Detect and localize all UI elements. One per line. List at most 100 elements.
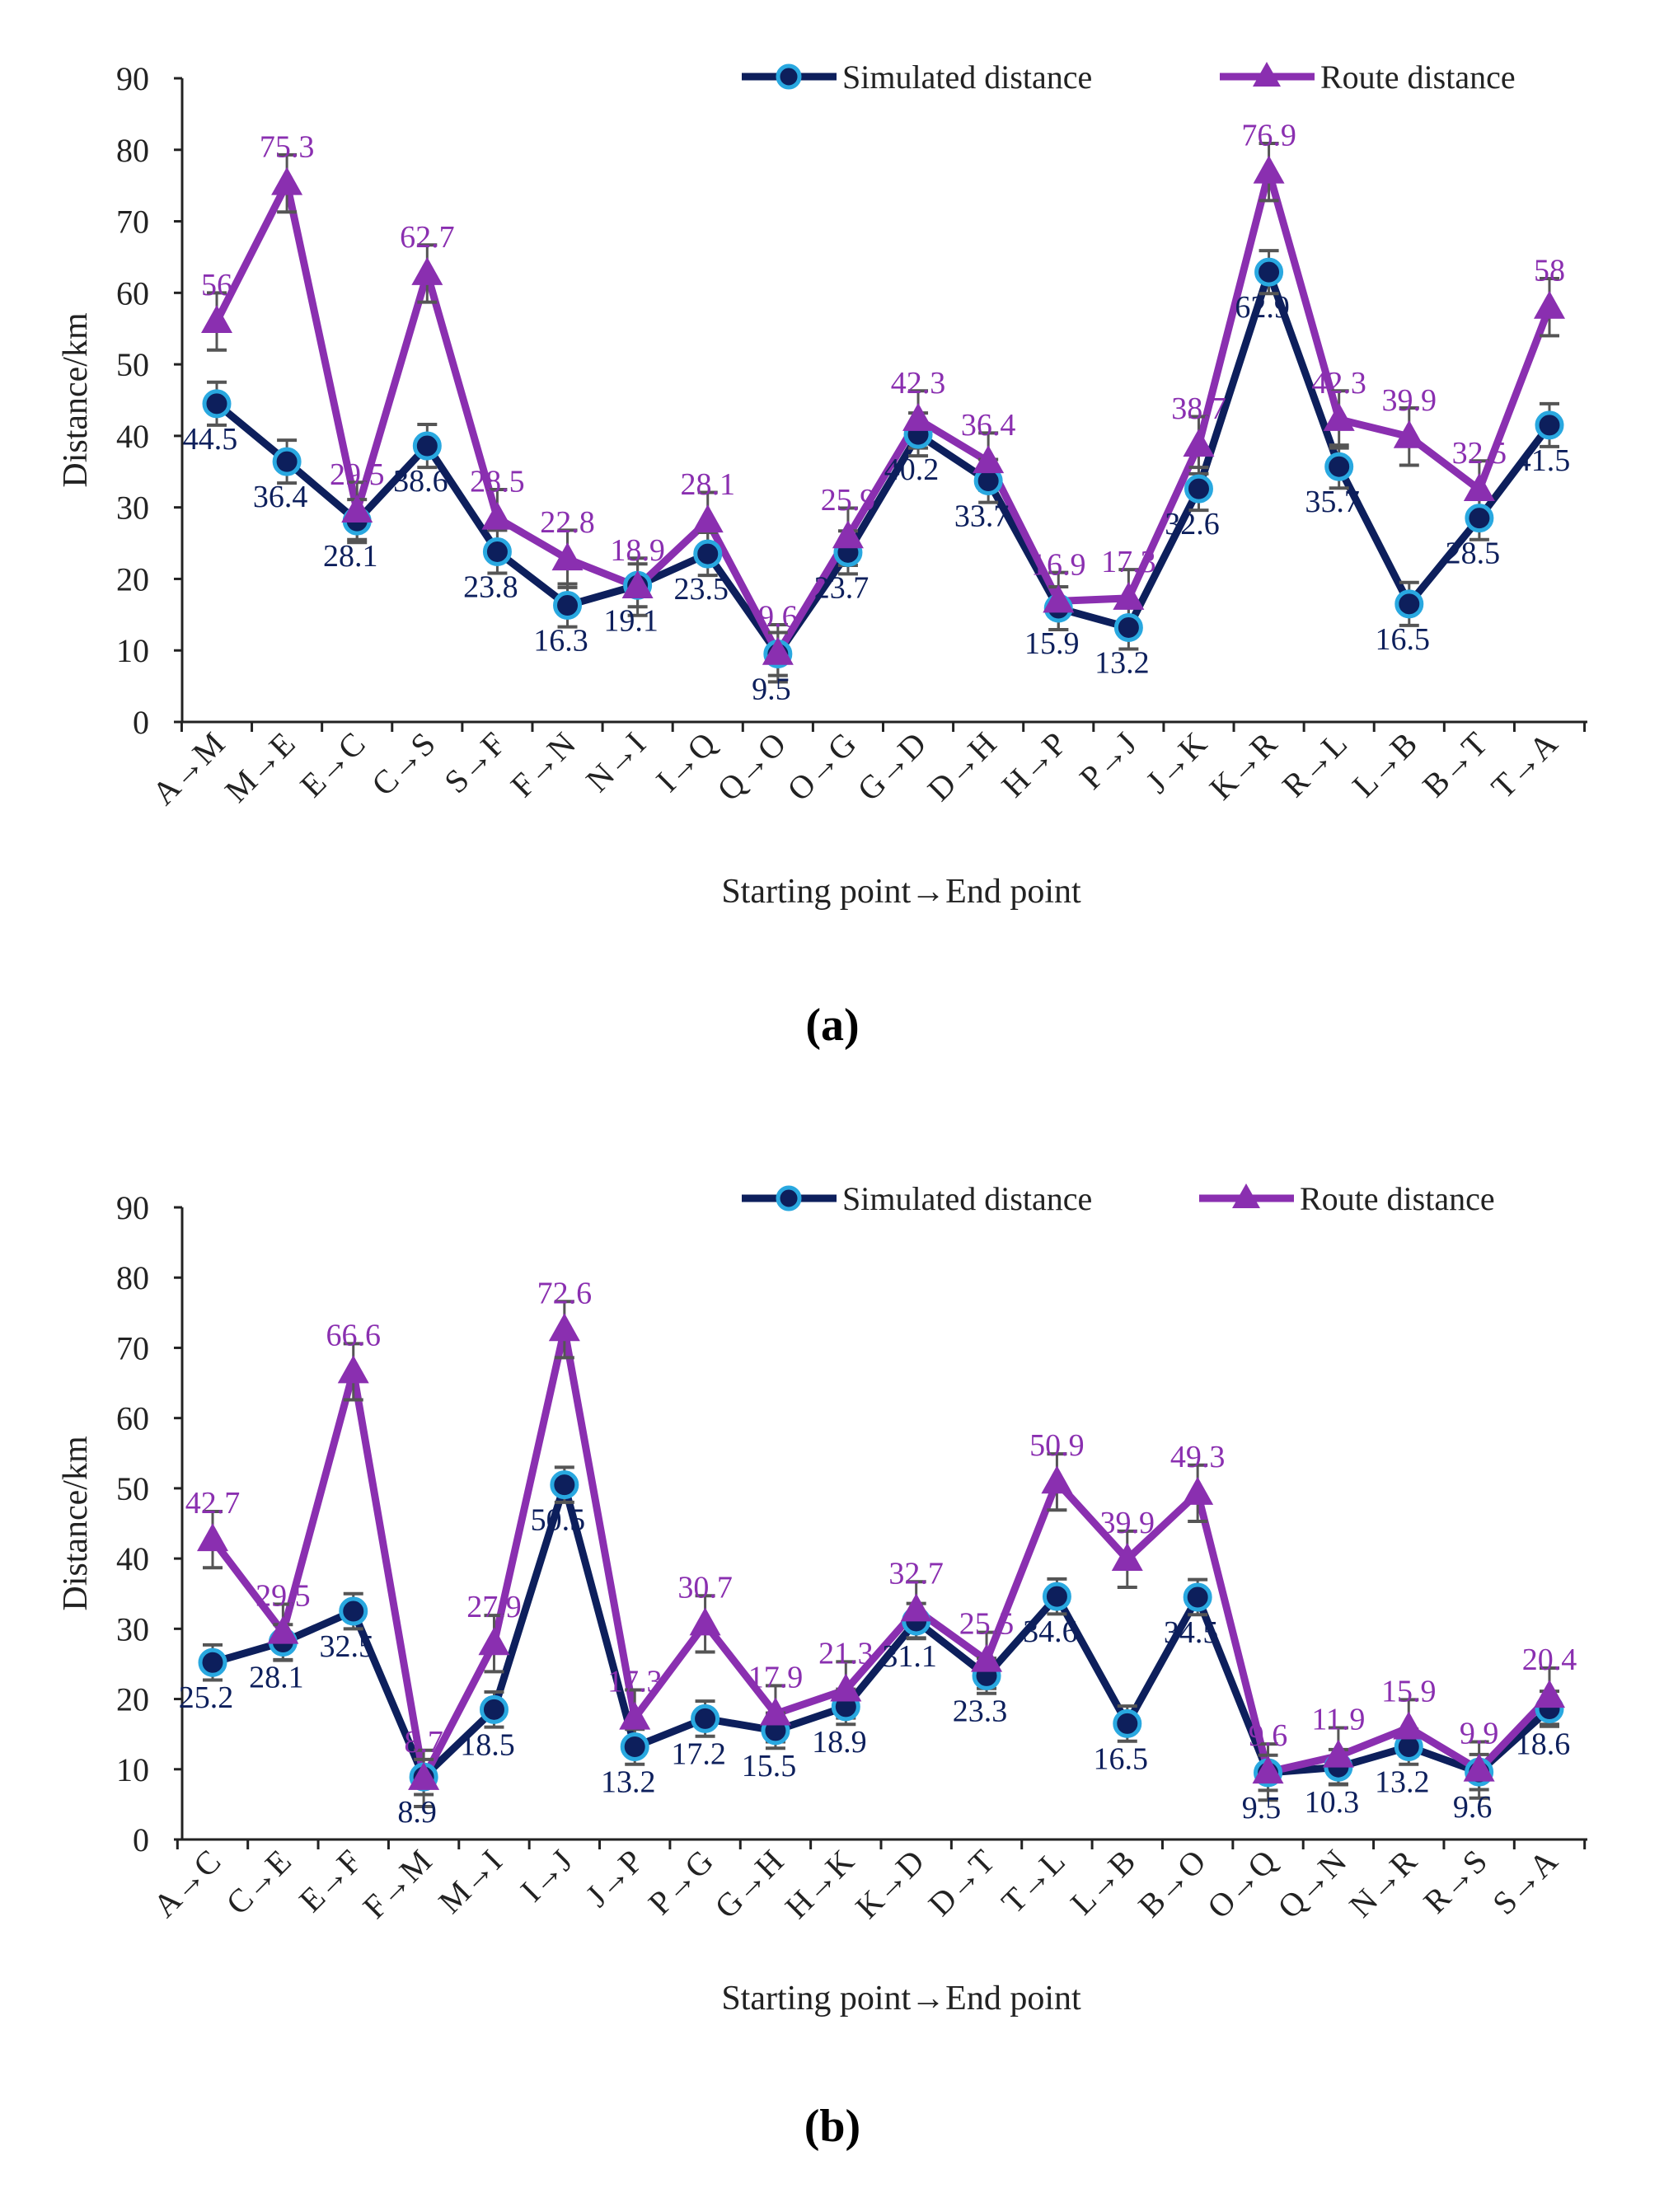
route-point <box>832 520 864 549</box>
x-tick-label: T→L <box>994 1843 1072 1921</box>
y-tick-label: 20 <box>116 1681 149 1718</box>
legend-label: Route distance <box>1300 1180 1495 1217</box>
route-data-label: 38.7 <box>1171 391 1226 426</box>
simulated-data-label: 40.2 <box>884 452 940 487</box>
y-tick-label: 40 <box>116 1540 149 1577</box>
simulated-data-label: 23.5 <box>673 572 729 607</box>
y-tick-label: 30 <box>116 490 149 527</box>
simulated-data-label: 34.6 <box>1023 1614 1078 1649</box>
route-data-label: 49.3 <box>1170 1440 1226 1474</box>
route-data-label: 28.5 <box>470 465 525 499</box>
simulated-point <box>693 539 723 569</box>
route-point <box>1463 472 1495 501</box>
simulated-data-label: 15.9 <box>1024 626 1080 661</box>
legend-circle-marker <box>776 63 802 90</box>
route-point <box>1253 155 1285 184</box>
simulated-point <box>1184 474 1213 504</box>
route-point <box>1323 402 1355 431</box>
x-tick-label: B→T <box>1415 725 1494 804</box>
simulated-data-label: 19.1 <box>603 603 659 638</box>
panel-label-b: (b) <box>804 2101 860 2152</box>
route-point <box>267 1615 299 1644</box>
y-tick-label: 60 <box>116 274 149 312</box>
x-tick-label: G→H <box>707 1843 790 1926</box>
x-tick-label: F→N <box>504 725 583 804</box>
simulated-point <box>1113 612 1143 642</box>
y-tick-label: 10 <box>116 632 149 669</box>
x-tick-label: H→P <box>994 725 1073 804</box>
x-tick-label: E→F <box>292 1843 368 1919</box>
route-data-label: 21.3 <box>818 1636 874 1671</box>
y-tick-label: 0 <box>133 1821 149 1858</box>
y-tick-label: 10 <box>116 1751 149 1788</box>
simulated-data-label: 28.1 <box>249 1661 304 1695</box>
route-data-label: 29.5 <box>330 457 385 492</box>
simulated-data-label: 9.6 <box>1453 1790 1493 1825</box>
route-point <box>689 1607 721 1636</box>
route-point <box>1463 1753 1495 1782</box>
route-data-label: 50.9 <box>1029 1428 1085 1463</box>
x-tick-label: A→C <box>146 1843 227 1924</box>
legend-item-simulated: Simulated distance <box>742 1180 1092 1217</box>
route-point <box>759 1697 791 1726</box>
x-tick-label: L→B <box>1063 1843 1142 1922</box>
x-tick-label: K→D <box>848 1843 931 1926</box>
simulated-data-label: 38.6 <box>393 464 448 499</box>
x-tick-label: C→E <box>218 1843 298 1922</box>
simulated-data-label: 13.2 <box>1375 1765 1430 1800</box>
simulated-point <box>1042 1582 1071 1611</box>
route-point <box>1183 429 1215 457</box>
route-data-label: 76.9 <box>1241 119 1296 153</box>
x-tick-label: R→S <box>1416 1843 1494 1921</box>
simulated-point <box>1113 1708 1142 1738</box>
y-tick-label: 40 <box>116 418 149 455</box>
route-data-label: 75.3 <box>260 130 315 165</box>
route-data-label: 9.6 <box>1249 1718 1288 1753</box>
route-data-label: 9.9 <box>1460 1717 1499 1751</box>
simulated-point <box>198 1647 227 1677</box>
x-tick-label: F→M <box>355 1843 438 1926</box>
y-tick-label: 50 <box>116 346 149 383</box>
x-tick-label: R→L <box>1275 725 1354 804</box>
route-data-label: 17.3 <box>1101 545 1156 579</box>
simulated-data-label: 9.5 <box>1242 1791 1282 1825</box>
x-tick-label: C→S <box>364 725 443 804</box>
x-tick-label: P→J <box>1072 725 1144 797</box>
route-data-label: 17.9 <box>748 1660 804 1694</box>
x-tick-label: Q→N <box>1270 1843 1353 1926</box>
y-tick-label: 90 <box>116 1189 149 1226</box>
route-data-label: 25.9 <box>821 483 876 518</box>
x-tick-label: I→J <box>513 1843 580 1910</box>
simulated-point <box>620 1732 649 1762</box>
route-point <box>481 501 513 530</box>
y-tick-label: 50 <box>116 1470 149 1507</box>
simulated-point <box>479 1694 509 1724</box>
simulated-point <box>1324 452 1354 481</box>
y-tick-label: 70 <box>116 1329 149 1366</box>
legend-label: Route distance <box>1320 59 1516 96</box>
y-tick-label: 20 <box>116 560 149 598</box>
y-axis-title: Distance/km <box>57 1436 95 1611</box>
legend-item-route: Route distance <box>1220 59 1516 96</box>
simulated-data-label: 23.8 <box>463 569 518 604</box>
x-tick-label: B→O <box>1131 1843 1212 1924</box>
simulated-data-label: 9.5 <box>752 673 791 707</box>
route-point <box>201 305 232 334</box>
simulated-point <box>1254 257 1284 287</box>
simulated-data-label: 23.3 <box>953 1694 1008 1728</box>
route-point <box>478 1627 510 1656</box>
simulated-point <box>1535 410 1564 440</box>
x-tick-label: H→K <box>778 1842 861 1925</box>
x-tick-label: M→E <box>218 725 302 810</box>
simulated-data-label: 16.5 <box>1376 622 1431 657</box>
route-point <box>900 1593 932 1622</box>
route-point <box>1043 584 1075 613</box>
x-tick-label: J→K <box>1138 724 1214 800</box>
y-tick-label: 0 <box>133 704 149 741</box>
route-data-label: 42.3 <box>891 366 946 401</box>
simulated-data-label: 50.5 <box>531 1503 586 1538</box>
simulated-data-label: 33.7 <box>954 499 1010 534</box>
simulated-data-label: 32.5 <box>319 1629 374 1664</box>
x-tick-label: M→I <box>431 1843 509 1921</box>
x-tick-label: L→B <box>1345 725 1424 804</box>
